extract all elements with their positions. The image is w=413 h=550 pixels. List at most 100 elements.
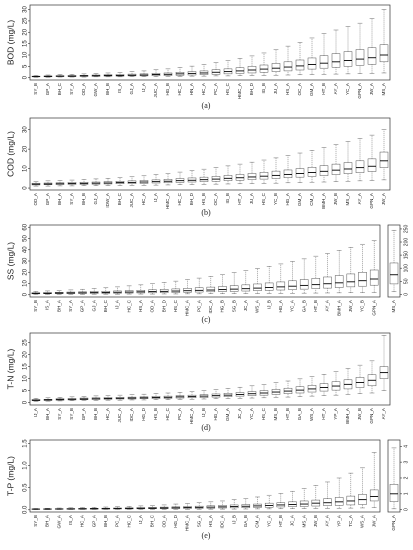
y-tick-label: 10	[23, 375, 29, 382]
x-tick-label: GM_A	[225, 407, 230, 421]
x-tick-label: PC_A	[115, 514, 120, 527]
plot-frame	[29, 117, 391, 191]
x-tick-label: HMC_A	[185, 514, 190, 531]
y-tick-label: 25	[23, 17, 29, 24]
x-tick-label: WS_A	[255, 299, 260, 313]
x-tick-label: HMC_A	[165, 192, 170, 209]
box	[307, 167, 317, 177]
x-tick-label: IJ_A	[138, 514, 143, 524]
x-tick-label: MS_A	[381, 82, 386, 95]
y-tick-label: 0	[23, 186, 29, 190]
x-tick-label: JW_B	[333, 193, 338, 205]
x-tick-label: WS_A	[360, 514, 365, 528]
x-tick-label: IDW_A	[105, 192, 110, 207]
x-tick-label: AY_A	[357, 192, 362, 204]
x-tick-label: BMH_A	[336, 299, 341, 316]
x-tick-label: GA_B	[297, 408, 302, 420]
caption: (d)	[201, 423, 211, 432]
y-tick-label: 0	[23, 292, 29, 296]
x-tick-label: BH_B	[103, 515, 108, 527]
box	[331, 163, 341, 175]
x-tick-label: IDC_A	[208, 299, 213, 313]
x-tick-label: OD_A	[150, 299, 155, 312]
box	[276, 281, 286, 291]
box	[323, 498, 332, 506]
y-axis-label: SS (mg/L)	[5, 242, 15, 280]
x-tick-label: HC_C	[126, 514, 131, 527]
box	[319, 165, 329, 176]
x-tick-label: CM_A	[255, 514, 260, 528]
box	[259, 64, 269, 73]
x-tick-label: IS_A	[68, 514, 73, 525]
x-tick-label: HC_A	[141, 192, 146, 205]
x-tick-label: IJ_B	[201, 408, 206, 417]
x-tick-label: IDC_A	[220, 514, 225, 528]
x-tick-label: HS_C	[225, 82, 230, 95]
caption: (e)	[202, 531, 211, 540]
plot-frame	[387, 439, 401, 513]
y-tick-label: 10	[23, 165, 29, 172]
box	[264, 282, 274, 291]
x-tick-label: GM_A	[297, 192, 302, 206]
box	[379, 151, 389, 168]
x-tick-label: MS_B	[273, 408, 278, 421]
box	[307, 57, 317, 70]
x-tick-label: GPN_A	[357, 82, 362, 99]
x-tick-label: WS_A	[309, 407, 314, 421]
x-tick-label: HC_A	[105, 407, 110, 420]
box	[299, 279, 309, 290]
x-tick-label: HS_C	[261, 407, 266, 420]
y-tick-label: 0	[23, 75, 29, 79]
x-tick-label: JW_B	[313, 515, 318, 527]
x-tick-label: YC_A	[345, 82, 350, 95]
y-tick-label: 0.5	[23, 483, 29, 492]
x-tick-label: CM_A	[309, 192, 314, 206]
x-tick-label: SY_A	[69, 82, 74, 95]
box	[369, 269, 379, 286]
x-tick-label: HC_C	[165, 407, 170, 420]
box	[283, 169, 293, 178]
x-tick-label: BH_D	[161, 299, 166, 312]
x-tick-label: HC_C	[126, 299, 131, 312]
x-tick-label: SG_A	[196, 514, 201, 527]
x-tick-label: BH_B	[93, 408, 98, 420]
x-tick-label: SY_A	[68, 299, 73, 312]
x-tick-label: AY_A	[333, 82, 338, 94]
x-tick-label: HMC_A	[237, 82, 242, 99]
x-tick-label: GP_A	[80, 299, 85, 312]
x-tick-label: OD_A	[33, 192, 38, 205]
x-tick-label: IJ_A	[141, 82, 146, 92]
x-tick-label: IG_B	[225, 193, 230, 203]
x-tick-label: JC_A	[290, 514, 295, 526]
x-tick-label: JUC_A	[153, 82, 158, 97]
x-tick-label: BH_B	[105, 83, 110, 95]
box	[358, 272, 367, 287]
box	[369, 489, 379, 502]
x-tick-label: OC_A	[213, 192, 218, 205]
box	[253, 283, 262, 291]
x-tick-label: GM_A	[309, 82, 314, 96]
x-tick-label: JUC_A	[117, 407, 122, 422]
y-axis-label: T-N (mg/L)	[5, 349, 15, 390]
y-tick-label: 0	[23, 400, 29, 404]
x-tick-label: BH_A	[45, 407, 50, 420]
x-tick-label: HT_B	[321, 83, 326, 95]
box	[259, 172, 269, 180]
x-tick-label: AY_A	[325, 514, 330, 526]
x-tick-label: SY_B	[33, 83, 38, 95]
box	[311, 278, 321, 289]
y-tick-label: 0	[403, 508, 409, 511]
box	[323, 276, 332, 289]
x-tick-label: YP_A	[336, 514, 341, 527]
x-tick-label: SY_A	[69, 192, 74, 205]
y-tick-label: 30	[23, 257, 29, 264]
x-tick-label: HG_D	[173, 514, 178, 527]
x-tick-label: HT_B	[285, 408, 290, 420]
box	[346, 273, 356, 288]
x-tick-label: GP_A	[81, 407, 86, 420]
y-tick-label: 0.0	[23, 505, 29, 514]
y-tick-label: 1.0	[23, 461, 29, 470]
x-tick-label: GW_A	[93, 82, 98, 96]
box	[367, 158, 377, 172]
y-tick-label: 20	[23, 145, 29, 152]
